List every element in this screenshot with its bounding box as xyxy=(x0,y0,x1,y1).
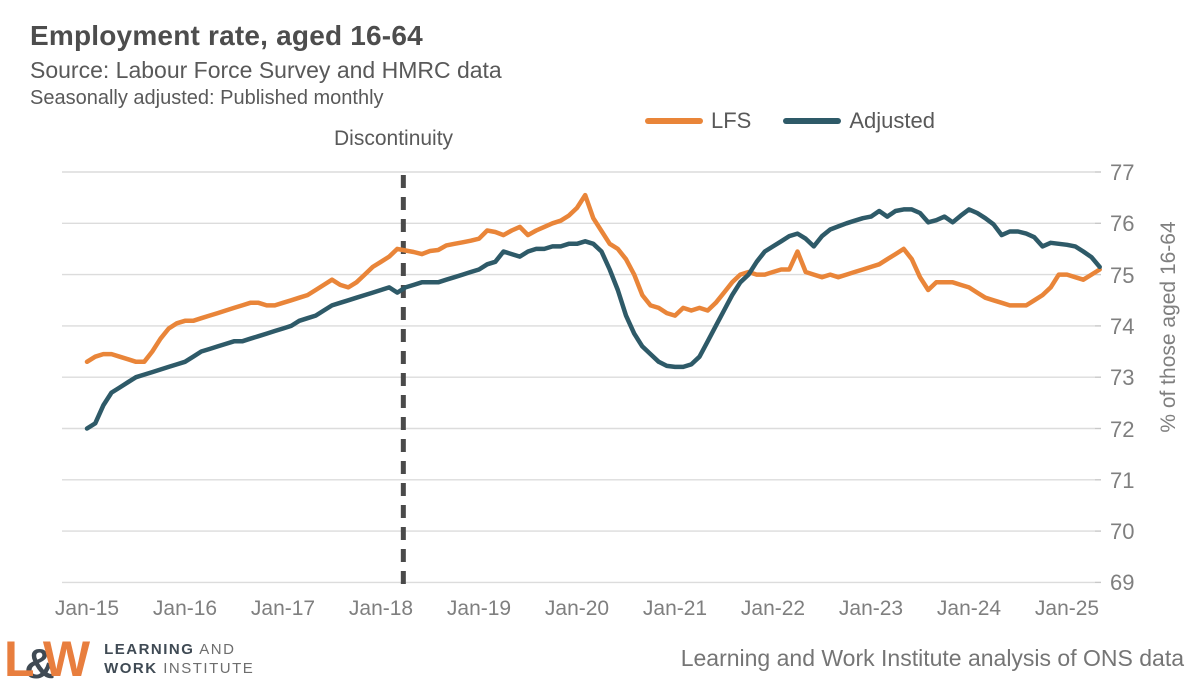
lfs-line xyxy=(84,192,1102,365)
y-tick-label: 76 xyxy=(1110,211,1135,237)
y-tick-label: 77 xyxy=(1110,160,1135,185)
x-tick-label: Jan-21 xyxy=(642,597,708,620)
x-tick-label: Jan-16 xyxy=(152,597,218,620)
legend-label-adjusted: Adjusted xyxy=(849,108,935,133)
chart-adjustment-subtitle: Seasonally adjusted: Published monthly xyxy=(30,87,384,109)
logo-text-learning: LEARNING xyxy=(104,641,195,658)
logo-ampersand-icon: & xyxy=(24,640,55,687)
adjusted-line xyxy=(84,207,1102,431)
y-tick-label: 72 xyxy=(1110,416,1135,442)
chart-legend: LFS Adjusted xyxy=(645,108,957,134)
logo-text-institute: INSTITUTE xyxy=(157,660,255,677)
lw-logo-mark: L & W xyxy=(4,632,90,686)
logo-wordmark: LEARNING AND WORK INSTITUTE xyxy=(104,640,254,678)
y-tick-label: 71 xyxy=(1110,467,1135,493)
y-tick-label: 74 xyxy=(1110,313,1135,339)
logo-letter-w: W xyxy=(42,631,91,687)
y-tick-label: 73 xyxy=(1110,365,1135,391)
legend-item-lfs: LFS xyxy=(645,108,751,134)
lfs-line-swatch-icon xyxy=(645,118,703,124)
chart-source-subtitle: Source: Labour Force Survey and HMRC dat… xyxy=(30,57,502,83)
organisation-logo: L & W LEARNING AND WORK INSTITUTE xyxy=(4,632,254,686)
legend-item-adjusted: Adjusted xyxy=(783,108,935,134)
x-tick-label: Jan-17 xyxy=(250,597,316,620)
chart-title: Employment rate, aged 16-64 xyxy=(30,20,423,51)
x-tick-label: Jan-15 xyxy=(54,597,120,620)
attribution-text: Learning and Work Institute analysis of … xyxy=(680,645,1184,671)
y-tick-label: 70 xyxy=(1110,519,1135,545)
y-tick-label: 69 xyxy=(1110,570,1135,596)
x-tick-label: Jan-19 xyxy=(446,597,512,620)
logo-letter-l: L xyxy=(4,631,35,687)
x-tick-label: Jan-22 xyxy=(740,597,806,620)
x-tick-label: Jan-23 xyxy=(838,597,904,620)
logo-text-and: AND xyxy=(194,641,236,658)
adjusted-line-swatch-icon xyxy=(783,118,842,124)
x-tick-label: Jan-18 xyxy=(348,597,414,620)
x-tick-label: Jan-20 xyxy=(544,597,610,620)
y-tick-label: 75 xyxy=(1110,262,1135,288)
x-tick-label: Jan-24 xyxy=(936,597,1002,620)
discontinuity-annotation: Discontinuity xyxy=(334,127,454,150)
y-axis-title: % of those aged 16-64 xyxy=(1157,221,1180,433)
logo-text-work: WORK xyxy=(104,660,158,677)
legend-label-lfs: LFS xyxy=(711,108,752,133)
x-tick-label: Jan-25 xyxy=(1034,597,1100,620)
